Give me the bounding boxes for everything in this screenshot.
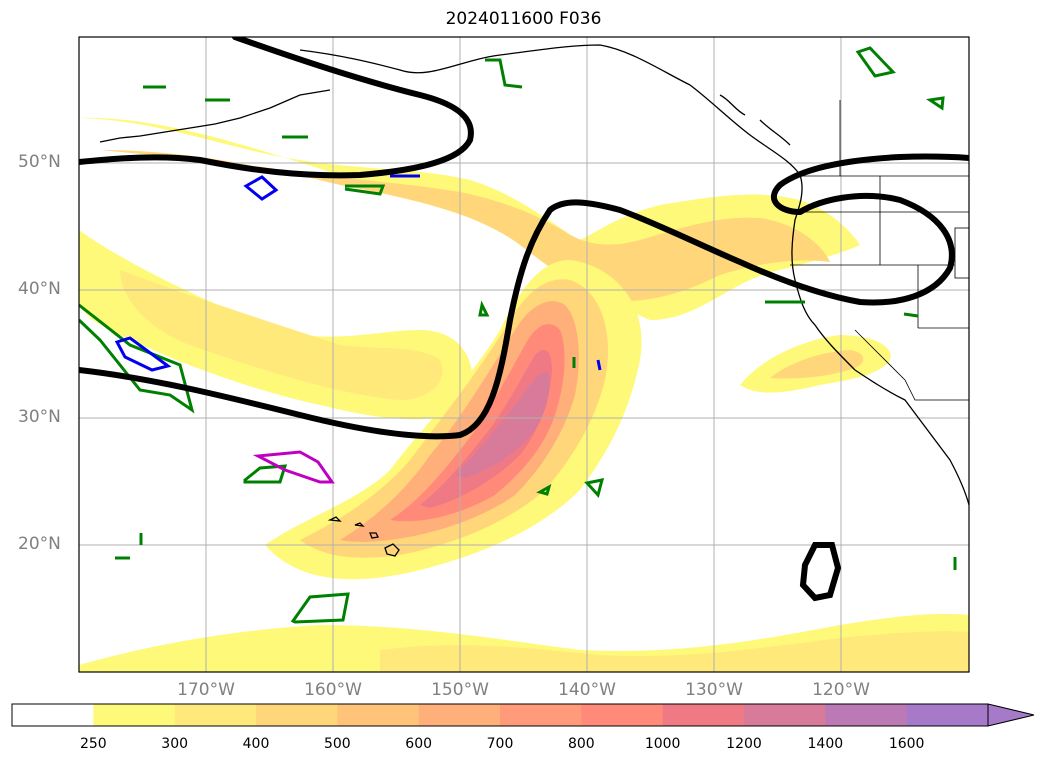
alaska-coast — [299, 44, 803, 221]
green-contours — [79, 46, 957, 624]
lat-label-40n: 40°N — [18, 279, 61, 299]
colorbar-tick-label: 1200 — [726, 736, 762, 752]
blue-contour — [114, 336, 172, 372]
colorbar-segment — [418, 704, 501, 726]
lat-label-20n: 20°N — [18, 534, 61, 554]
black-contour-north — [79, 37, 474, 179]
colorbar-extend-arrow — [987, 703, 1035, 727]
green-contour — [485, 58, 523, 89]
colorbar — [11, 703, 1035, 727]
hawaii-islands — [327, 516, 400, 557]
colorbar-segment — [93, 704, 176, 726]
ivt-plume-800 — [390, 324, 565, 522]
colorbar-tick-label: 1400 — [807, 736, 844, 752]
green-contour — [536, 483, 552, 496]
lon-label-170w: 170°W — [177, 680, 235, 700]
colorbar-segment — [256, 704, 338, 726]
ivt-plume-core — [455, 371, 550, 478]
colorbar-tick-label: 250 — [79, 736, 107, 752]
green-contour — [344, 184, 386, 196]
colorbar-segment — [581, 704, 664, 726]
green-contour — [903, 312, 919, 318]
colorbar-segment — [174, 704, 257, 726]
coastlines — [99, 44, 969, 557]
colorbar-tick-label: 600 — [405, 736, 433, 752]
colorbar-tick-label: 800 — [567, 736, 595, 752]
green-contour — [290, 592, 350, 624]
ivt-band-north-inner — [100, 150, 830, 301]
blue-contour — [243, 175, 279, 201]
gridlines — [79, 37, 969, 672]
aleutians — [99, 89, 331, 143]
lat-label-50n: 50°N — [18, 152, 61, 172]
colorbar-tick-label: 700 — [486, 736, 514, 752]
magenta-contour — [252, 450, 335, 484]
colorbar-outline — [11, 703, 988, 727]
lon-label-140w: 140°W — [558, 680, 616, 700]
west-coast — [791, 219, 969, 506]
colorbar-segment — [662, 704, 745, 726]
lon-label-160w: 160°W — [304, 680, 362, 700]
canada-islands — [719, 94, 791, 146]
lat-label-30n: 30°N — [18, 407, 61, 427]
colorbar-segment — [825, 704, 908, 726]
lon-label-150w: 150°W — [431, 680, 489, 700]
magenta-contours — [252, 450, 335, 484]
colorbar-segment — [337, 704, 420, 726]
green-contour — [243, 464, 288, 484]
ivt-blob-east-inner — [770, 350, 864, 379]
black-contours — [79, 37, 969, 602]
black-contour-main — [79, 153, 969, 440]
green-contour — [478, 300, 490, 317]
colorbar-tick-label: 500 — [323, 736, 351, 752]
map-title: 2024011600 F036 — [445, 9, 602, 29]
black-contour-closed — [799, 542, 842, 602]
lon-label-120w: 120°W — [812, 680, 870, 700]
ivt-band-south-inner — [380, 631, 969, 672]
green-contour — [79, 303, 195, 414]
lon-label-130w: 130°W — [685, 680, 743, 700]
colorbar-segment — [500, 704, 582, 726]
colorbar-tick-label: 1600 — [888, 736, 925, 752]
blue-contour — [596, 359, 602, 371]
green-contour — [855, 46, 896, 78]
colorbar-segment — [906, 704, 989, 726]
blue-contours — [114, 174, 602, 372]
ivt-plume-1000 — [420, 350, 552, 508]
colorbar-tick-label: 300 — [161, 736, 189, 752]
ivt-shading — [79, 117, 969, 672]
green-contour — [584, 478, 605, 499]
colorbar-tick-label: 1000 — [644, 736, 681, 752]
colorbar-segment — [12, 704, 94, 726]
green-contour — [925, 96, 945, 111]
map-frame — [78, 36, 970, 673]
colorbar-tick-label: 400 — [242, 736, 270, 752]
colorbar-segment — [744, 704, 826, 726]
ivt-band-west-inner — [120, 270, 443, 400]
